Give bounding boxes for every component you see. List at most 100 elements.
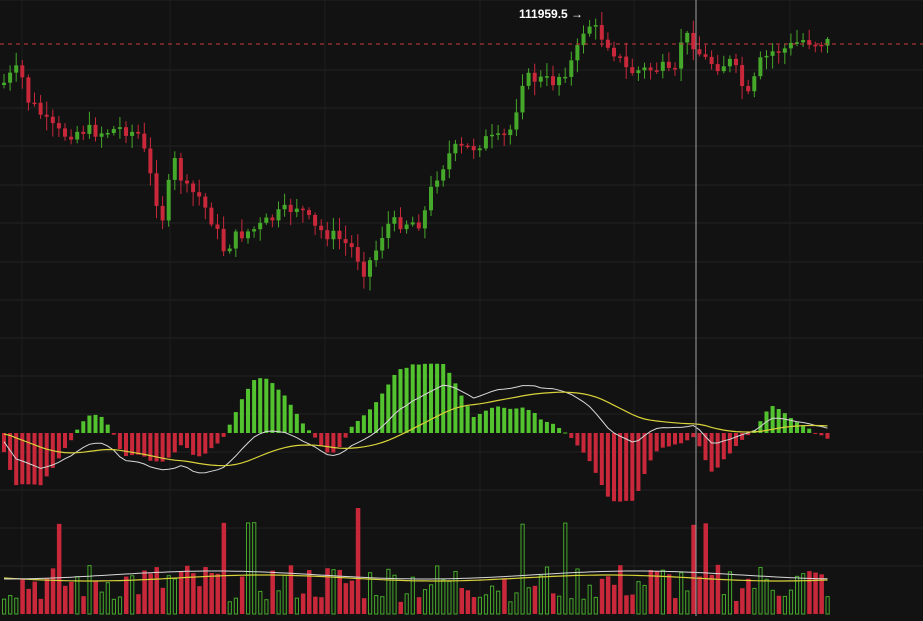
candle-down [215, 224, 220, 229]
volume-bar-up [752, 587, 757, 615]
candle-down [612, 47, 616, 57]
volume-bar-up [392, 574, 397, 615]
candle-down [618, 56, 623, 58]
volume-bar-up [490, 585, 495, 615]
candle-up [544, 76, 549, 78]
volume-bar-up [87, 565, 92, 615]
macd-histogram-bar-up [227, 424, 232, 433]
volume-bar-down [471, 597, 477, 614]
macd-histogram-bar-up [801, 425, 806, 433]
macd-histogram-bar-down [63, 433, 67, 449]
volume-bar-down [178, 571, 184, 614]
volume-bar-up [496, 590, 501, 615]
candle-up [252, 229, 257, 232]
macd-histogram-bar-up [99, 416, 104, 433]
volume-bar-down [50, 568, 56, 614]
macd-histogram-bar-down [8, 433, 13, 470]
macd-histogram-bar-up [93, 414, 98, 433]
candle-up [105, 132, 110, 135]
volume-bar-down [69, 581, 74, 614]
macd-histogram-bar-up [563, 432, 568, 434]
volume-bar-up [258, 590, 263, 615]
macd-histogram-bar-up [483, 410, 488, 433]
macd-histogram-bar-down [160, 433, 165, 462]
candle-down [124, 127, 128, 136]
macd-histogram-bar-up [557, 428, 562, 433]
volume-bar-down [355, 508, 361, 614]
macd-histogram-bar-down [679, 433, 684, 444]
macd-histogram-bar-up [502, 407, 507, 433]
volume-bar-up [264, 599, 269, 615]
candle-up [764, 55, 769, 58]
candle-up [87, 124, 92, 134]
volume-bar-up [374, 595, 379, 615]
candle-down [599, 25, 604, 40]
volume-bar-down [300, 593, 306, 614]
candle-up [429, 186, 433, 211]
candle-down [502, 133, 507, 136]
macd-histogram-bar-up [270, 383, 275, 433]
volume-bar-up [727, 571, 733, 615]
macd-histogram-bar-up [258, 378, 263, 433]
macd-histogram-bar-up [416, 364, 421, 433]
volume-bar-up [685, 590, 690, 615]
macd-histogram-bar-up [380, 393, 385, 433]
volume-bar-down [703, 523, 708, 614]
macd-histogram-bar-down [166, 433, 171, 458]
volume-bar-up [679, 572, 684, 615]
macd-histogram-bar-down [825, 433, 830, 439]
volume-bar-down [307, 570, 312, 614]
volume-bar-up [526, 587, 531, 615]
candle-down [313, 214, 318, 226]
macd-histogram-bar-up [386, 384, 391, 433]
volume-bar-down [288, 565, 294, 614]
candle-down [197, 192, 202, 197]
macd-histogram-bar-down [691, 433, 696, 438]
candle-up [368, 260, 372, 277]
volume-bar-down [197, 586, 202, 614]
macd-histogram-bar-up [276, 389, 281, 433]
macd-histogram-bar-up [459, 395, 464, 433]
volume-bar-up [514, 592, 519, 615]
volume-bar-up [538, 575, 543, 615]
volume-bar-down [697, 576, 702, 614]
macd-histogram-bar-up [105, 424, 110, 433]
candle-up [14, 65, 19, 73]
macd-histogram-bar-down [569, 433, 574, 439]
macd-histogram-bar-down [20, 433, 25, 485]
candle-down [343, 239, 348, 244]
candle-up [331, 230, 336, 240]
volume-bar-down [343, 583, 349, 614]
volume-bar-up [130, 575, 135, 615]
volume-bar-up [453, 570, 458, 615]
macd-histogram-bar-down [648, 433, 653, 461]
volume-bar-up [14, 597, 19, 615]
volume-bar-down [605, 576, 611, 614]
candle-down [148, 148, 153, 174]
volume-bar-down [746, 578, 751, 614]
candle-up [520, 85, 525, 113]
candle-down [697, 49, 702, 55]
volume-bar-down [666, 574, 672, 614]
macd-histogram-bar-down [587, 433, 592, 462]
macd-histogram-bar-up [471, 416, 476, 433]
volume-bar-up [166, 575, 171, 615]
candle-up [514, 112, 519, 130]
candle-up [825, 38, 830, 46]
macd-histogram-bar-down [117, 433, 122, 450]
macd-histogram-bar-up [233, 412, 238, 433]
volume-bar-down [203, 567, 208, 614]
macd-histogram-bar-down [660, 433, 665, 448]
candle-down [776, 51, 781, 53]
macd-histogram-bar-down [685, 433, 690, 441]
volume-bar-up [294, 597, 299, 615]
volume-panel [2, 508, 830, 615]
candle-up [788, 42, 793, 49]
macd-histogram-bar-up [374, 402, 379, 433]
macd-histogram-bar-up [490, 407, 494, 433]
candle-down [81, 131, 86, 134]
volume-bar-up [587, 584, 592, 615]
candle-up [721, 66, 726, 72]
